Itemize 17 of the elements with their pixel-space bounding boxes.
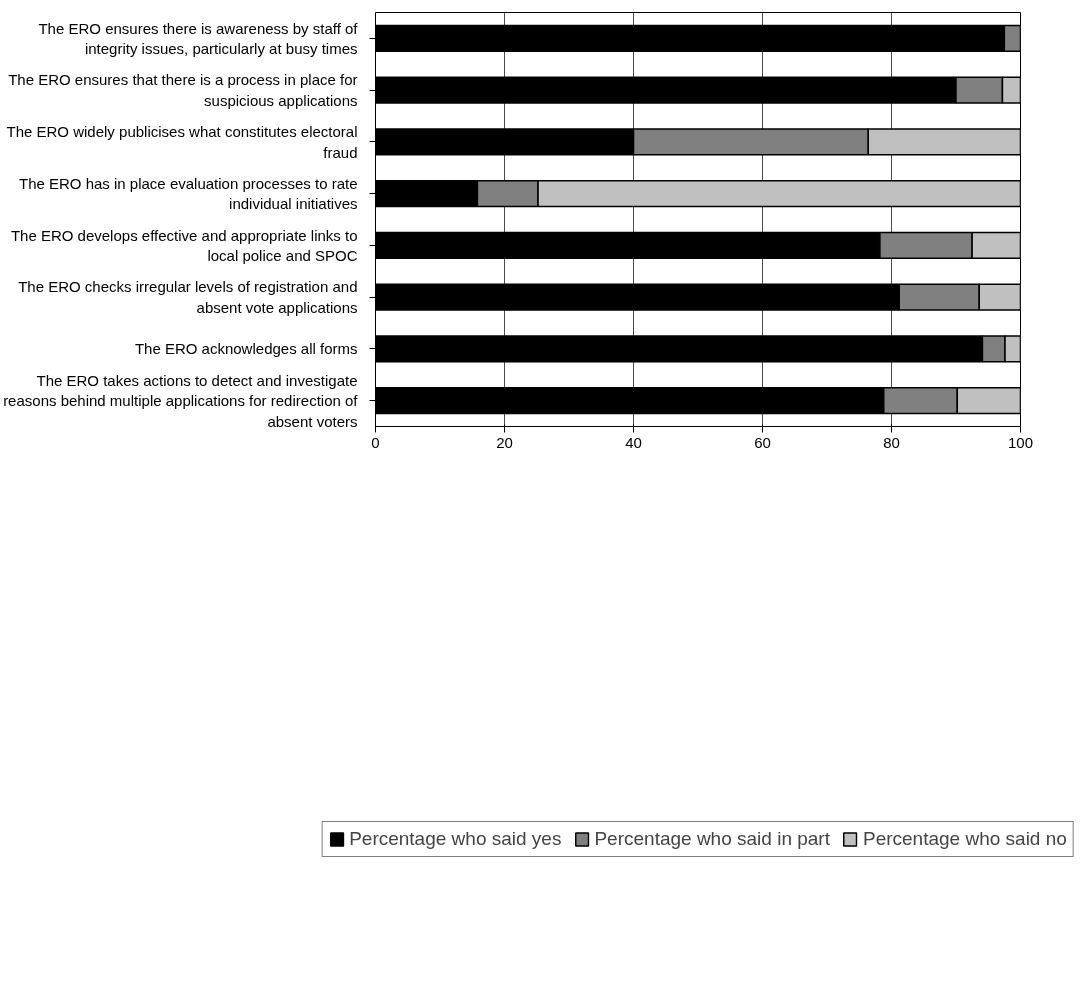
legend-label: Percentage who said in part: [594, 827, 830, 850]
y-tick-label: The ERO develops effective and appropriate links to local police and SPOC: [10, 226, 358, 265]
legend-label: Percentage who said no: [862, 827, 1067, 850]
y-tick-label: The ERO acknowledges all forms: [134, 340, 358, 358]
x-tick-label: 60: [754, 433, 771, 451]
y-tick-label: The ERO ensures there is awareness by staff of integrity issues, particularly at busy times: [38, 19, 359, 58]
y-tick-label: The ERO takes actions to detect and investigate reasons behind multiple applications for redirection of absent voters: [3, 371, 359, 430]
x-tick-label: 100: [1007, 433, 1034, 451]
y-tick-label: The ERO widely publicises what constitutes electoral fraud: [6, 123, 358, 161]
x-tick-label: 0: [371, 433, 380, 451]
x-tick-label: 40: [625, 433, 642, 451]
x-tick-label: 20: [496, 433, 513, 451]
x-tick-label: 80: [883, 433, 900, 451]
y-tick-label: The ERO has in place evaluation processes to rate individual initiatives: [18, 174, 358, 213]
y-tick-label: The ERO checks irregular levels of registration and absent vote applications: [18, 278, 358, 316]
legend-label: Percentage who said yes: [349, 827, 562, 850]
y-tick-label: The ERO ensures that there is a process in place for suspicious applications: [8, 71, 358, 109]
